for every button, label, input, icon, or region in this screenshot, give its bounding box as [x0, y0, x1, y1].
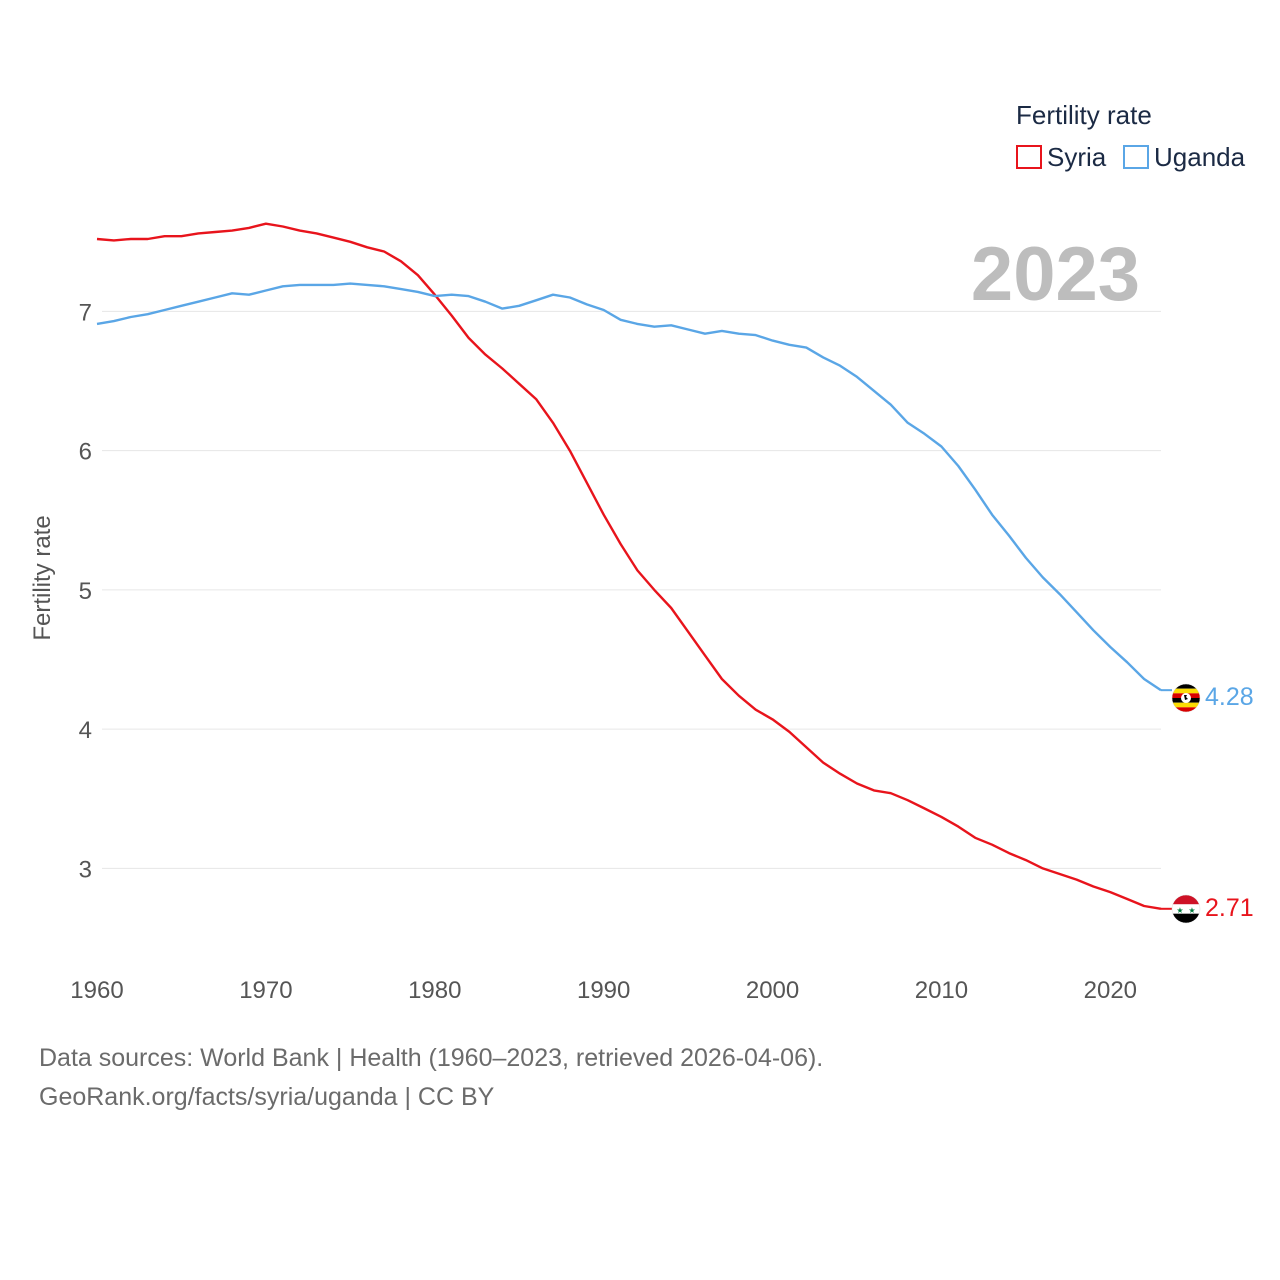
footer-attribution[interactable]: GeoRank.org/facts/syria/uganda | CC BY [39, 1083, 495, 1111]
y-axis-label: Fertility rate [29, 515, 56, 640]
syria-flag-icon: ★ ★ [1171, 894, 1201, 924]
x-tick-label: 1960 [70, 977, 123, 1004]
y-axis-ticks: 3 4 5 6 7 [79, 299, 92, 883]
legend-label-uganda: Uganda [1154, 142, 1246, 172]
legend-item-syria[interactable]: Syria [1016, 142, 1107, 172]
legend: Fertility rate Syria Uganda [1016, 100, 1246, 172]
series-line-syria[interactable] [96, 222, 1162, 910]
y-tick-label: 6 [79, 439, 92, 466]
legend-label-syria: Syria [1047, 142, 1107, 172]
y-tick-label: 5 [79, 578, 92, 605]
svg-text:★: ★ [1188, 906, 1195, 915]
series-lines [96, 222, 1172, 910]
legend-title: Fertility rate [1016, 100, 1152, 130]
gridlines [102, 310, 1161, 869]
x-tick-label: 2010 [915, 977, 968, 1004]
x-tick-label: 1980 [408, 977, 461, 1004]
footer-sources: Data sources: World Bank | Health (1960–… [39, 1044, 824, 1072]
legend-item-uganda[interactable]: Uganda [1123, 142, 1246, 172]
y-tick-label: 7 [79, 299, 92, 326]
current-year-label: 2023 [971, 232, 1140, 317]
y-tick-label: 4 [79, 717, 92, 744]
legend-swatch-uganda [1123, 145, 1149, 169]
uganda-end-value: 4.28 [1205, 683, 1254, 711]
x-tick-label: 2000 [746, 977, 799, 1004]
syria-end-value: 2.71 [1205, 894, 1254, 922]
x-tick-label: 1970 [239, 977, 292, 1004]
uganda-flag-icon [1171, 683, 1201, 713]
x-axis-ticks: 1960 1970 1980 1990 2000 2010 2020 [70, 977, 1137, 1004]
y-tick-label: 3 [79, 856, 92, 883]
series-line-uganda[interactable] [96, 282, 1162, 692]
x-tick-label: 1990 [577, 977, 630, 1004]
svg-text:★: ★ [1176, 906, 1183, 915]
x-tick-label: 2020 [1084, 977, 1137, 1004]
legend-swatch-syria [1016, 145, 1042, 169]
